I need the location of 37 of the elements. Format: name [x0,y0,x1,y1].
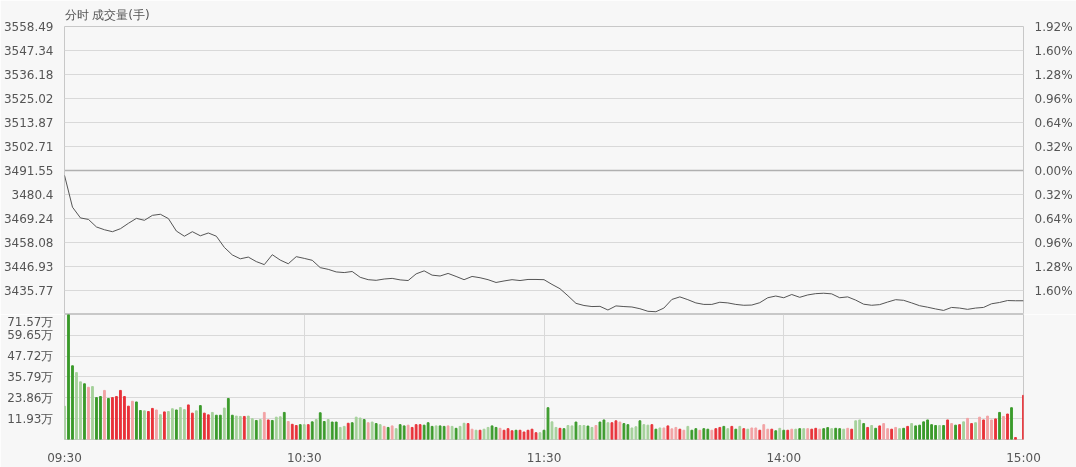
y-tick-label: 71.57万 [7,314,54,329]
y-tick-label: 3446.93 [3,259,54,274]
y2-tick-label: 0.00% [1034,163,1073,178]
y2-tick-label: 0.64% [1034,211,1073,226]
y2-tick-label: 1.60% [1034,43,1073,58]
x-tick-label: 09:30 [47,450,82,465]
y-tick-label: 3458.08 [3,236,54,250]
x-tick-label: 10:30 [286,450,322,465]
y2-tick-label: 1.28% [1034,259,1073,274]
y2-tick-label: 0.32% [1034,187,1073,202]
y-tick-label: 35.79万 [7,369,54,384]
y-tick-label: 3502.71 [3,139,54,154]
x-tick-label: 11:30 [526,450,562,465]
y2-tick-label: 1.92% [1034,19,1073,34]
y-tick-label: 11.93万 [7,411,54,426]
y-tick-label: 3547.34 [3,43,54,58]
y-tick-label: 3525.02 [3,92,54,106]
y-tick-label: 3558.49 [3,20,54,34]
line-series [64,174,1024,313]
y-tick-label: 3513.87 [3,115,54,130]
y2-tick-label: 1.60% [1034,283,1073,298]
y2-tick-label: 0.64% [1034,115,1073,130]
y-tick-label: 3480.4 [11,187,54,202]
y2-tick-label: 0.96% [1034,235,1073,250]
y-tick-label: 3435.77 [3,283,54,298]
y-tick-label: 3491.55 [3,164,54,178]
y-tick-label: 3536.18 [3,67,54,82]
chart-title: 分时 成交量(手) [64,7,150,22]
x-tick-label: 14:00 [766,450,802,465]
y2-tick-label: 0.96% [1034,91,1073,106]
y2-tick-label: 0.32% [1034,139,1073,154]
x-tick-label: 15:00 [1006,450,1041,465]
y-tick-label: 47.72万 [7,349,54,364]
y-tick-label: 23.86万 [7,390,54,405]
y-tick-label: 3469.24 [3,211,54,226]
y-tick-label: 59.65万 [7,328,54,343]
y2-tick-label: 1.28% [1034,67,1073,82]
